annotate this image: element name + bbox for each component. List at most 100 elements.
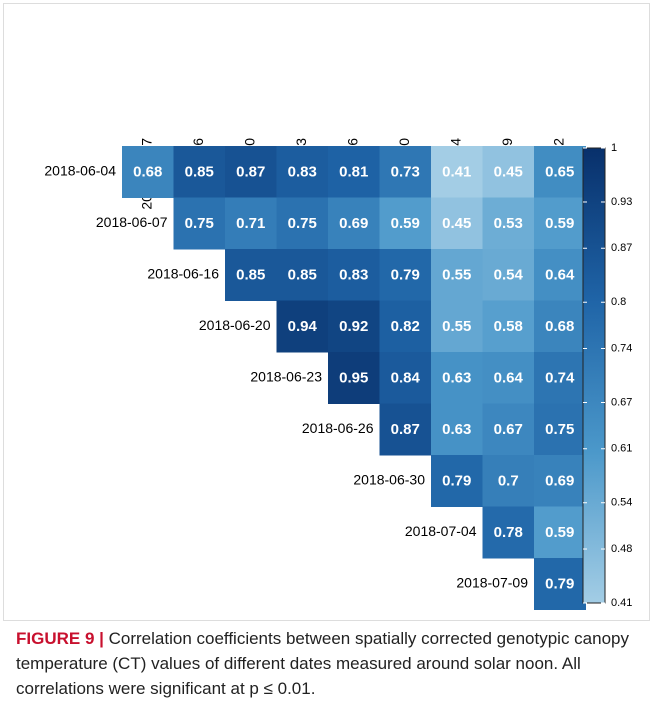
colorbar-tick-label: 0.8 [611,296,626,308]
cell [431,352,483,404]
cell [328,300,380,353]
cell [276,197,329,250]
cell [534,455,586,507]
cell [482,249,535,301]
cell-label: 0.79 [442,473,471,490]
cell-label: 0.41 [442,164,471,181]
cell-label: 0.68 [545,318,574,335]
cell [431,300,483,353]
y-tick-label: 2018-06-04 [44,162,116,178]
cell [431,197,483,250]
cell-label: 0.7 [498,473,519,490]
cell [534,146,586,198]
y-tick-label: 2018-06-07 [96,214,168,230]
cell-label: 0.85 [236,267,265,284]
cell-label: 0.65 [545,164,574,181]
cell [225,197,277,250]
frame [3,3,650,621]
cell-label: 0.94 [288,318,318,335]
cell [534,197,586,250]
cell-label: 0.59 [545,524,574,541]
cell-label: 0.68 [133,164,162,181]
y-tick-label: 2018-07-04 [405,523,477,539]
cell-label: 0.75 [545,421,574,438]
cell [173,146,226,198]
cell-label: 0.84 [391,370,421,387]
cell [379,249,432,301]
y-tick-label: 2018-06-23 [250,368,322,384]
cell-label: 0.82 [391,318,420,335]
colorbar [582,147,606,604]
cell-label: 0.45 [442,215,471,232]
cell [379,352,432,404]
colorbar-tick-label: 1 [611,142,617,154]
colorbar-tick-label: 0.54 [611,497,632,509]
cell-label: 0.75 [185,215,214,232]
cell [276,146,329,198]
cell-label: 0.63 [442,421,471,438]
cell-label: 0.71 [236,215,265,232]
chart: 2018-06-07 2018-06-16 2018-06-20 2018-06-23… [3,3,650,621]
cell [379,403,432,456]
cell-label: 0.73 [391,164,420,181]
cell [379,146,432,198]
y-tick-label: 2018-06-16 [147,265,219,281]
colorbar-tick-label: 0.67 [611,396,632,408]
cell [173,197,226,250]
cell [431,403,483,456]
cell [534,403,586,456]
cell [431,455,483,507]
cell-label: 0.53 [494,215,523,232]
cell [482,403,535,456]
cell-label: 0.78 [494,524,523,541]
cell-label: 0.59 [545,215,574,232]
cell-label: 0.79 [391,267,420,284]
cell [431,249,483,301]
cell-label: 0.85 [185,164,214,181]
cell-label: 0.45 [494,164,523,181]
colorbar-tick-label: 0.87 [611,242,632,254]
colorbar-tick-label: 0.48 [611,543,632,555]
cell [534,249,586,301]
cell-label: 0.87 [391,421,420,438]
cell [431,146,483,198]
y-tick-label: 2018-06-26 [302,420,374,436]
cell [379,197,432,250]
cell-label: 0.55 [442,318,471,335]
colorbar-tick-label: 0.93 [611,196,632,208]
caption: FIGURE 9 | Correlation coefficients betw… [16,626,641,701]
colorbar-tick-label: 0.74 [611,342,632,354]
cell-label: 0.75 [288,215,317,232]
cell [482,352,535,404]
cell-label: 0.55 [442,267,471,284]
cell [482,146,535,198]
cell-label: 0.54 [494,267,524,284]
caption-label: FIGURE 9 | [16,629,104,648]
cell [328,352,380,404]
y-tick-label: 2018-07-09 [456,574,528,590]
cell-label: 0.63 [442,370,471,387]
cell-label: 0.64 [494,370,524,387]
y-tick-label: 2018-06-30 [353,471,425,487]
cell [122,146,174,198]
cell [534,352,586,404]
cell [225,249,277,301]
cell [482,506,535,559]
caption-text: Correlation coefficients between spatial… [16,629,629,698]
cell-label: 0.79 [545,576,574,593]
cell [482,455,535,507]
cell [534,506,586,559]
cell-label: 0.81 [339,164,368,181]
cell [379,300,432,353]
cell-label: 0.59 [391,215,420,232]
cell [328,146,380,198]
colorbar-tick-label: 0.41 [611,597,632,609]
cell-label: 0.69 [339,215,368,232]
cell-label: 0.95 [339,370,368,387]
cell [276,300,329,353]
cell [534,300,586,353]
cell [534,558,586,610]
cell-label: 0.64 [545,267,575,284]
cell-label: 0.67 [494,421,523,438]
